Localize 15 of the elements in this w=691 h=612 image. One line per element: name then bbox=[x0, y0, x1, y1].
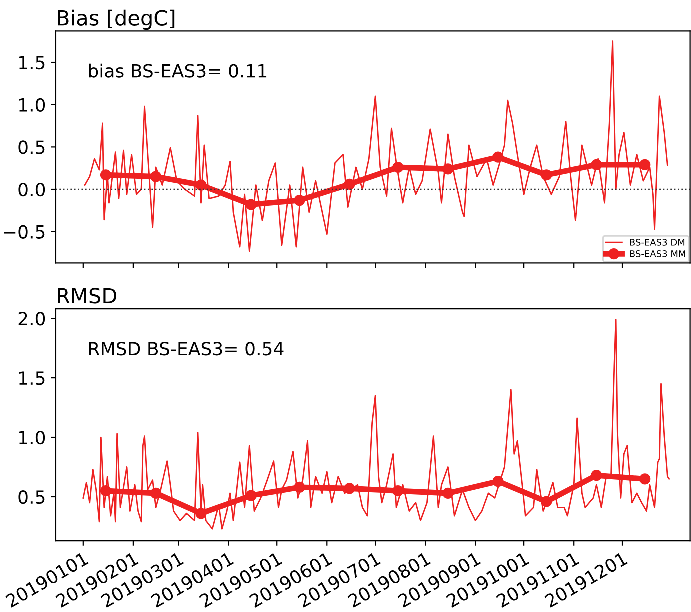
chart-title: RMSD bbox=[58, 288, 116, 304]
legend-label: BS-EAS3 MM bbox=[630, 250, 686, 258]
y-tick-label: 0.5 bbox=[18, 140, 45, 154]
y-tick-label: −0.5 bbox=[4, 225, 45, 239]
y-tick-label: 2.0 bbox=[18, 312, 46, 326]
y-tick-label: 0.0 bbox=[18, 182, 46, 197]
y-tick-label: 1.5 bbox=[20, 372, 45, 386]
annotation: RMSD BS-EAS3= 0.54 bbox=[89, 342, 284, 356]
legend-label: BS-EAS3 DM bbox=[630, 239, 685, 246]
y-tick-label: 1.0 bbox=[20, 430, 46, 445]
y-tick-label: 0.5 bbox=[18, 490, 45, 504]
y-tick-label: 1.0 bbox=[20, 98, 46, 112]
annotation: bias BS-EAS3= 0.11 bbox=[89, 64, 267, 78]
y-tick-label: 1.5 bbox=[20, 56, 45, 70]
chart-title: Bias [degC] bbox=[58, 10, 175, 30]
